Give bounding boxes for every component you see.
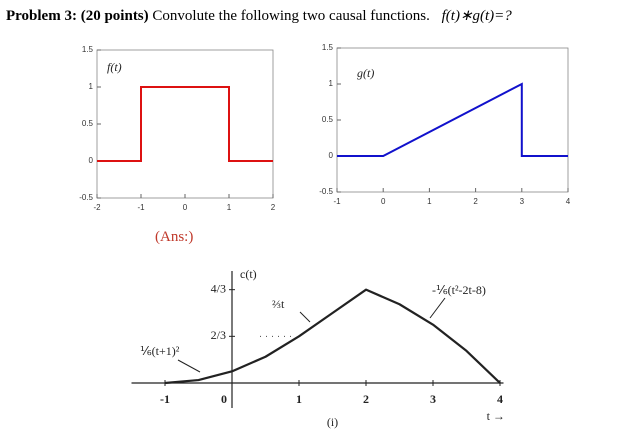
x-tick-label: 0 xyxy=(183,203,188,212)
x-tick-label: 1 xyxy=(427,197,432,206)
problem-points: (20 points) xyxy=(80,8,149,24)
y-tick-label: 1.5 xyxy=(82,45,94,54)
curve-annotation: ⅙(t+1)² xyxy=(140,344,180,358)
x-tick-label: -1 xyxy=(137,203,145,212)
x-tick-label: 1 xyxy=(227,203,232,212)
annotation-arrow xyxy=(429,297,446,319)
x-tick-label: -1 xyxy=(160,392,170,406)
y-tick-label: 1 xyxy=(329,79,334,88)
answer-label: (Ans:) xyxy=(155,229,194,245)
curve-annotation: -⅙(t²-2t-8) xyxy=(432,283,486,297)
problem-prompt: Convolute the following two causal funct… xyxy=(152,8,430,24)
y-tick-label: 0 xyxy=(329,151,334,160)
x-tick-label: -1 xyxy=(333,197,341,206)
y-tick-label: -0.5 xyxy=(319,187,333,196)
plot-frame xyxy=(96,49,274,199)
signal-label: f(t) xyxy=(107,60,122,74)
x-tick-label: 4 xyxy=(566,197,571,206)
problem-header: Problem 3: (20 points) Convolute the fol… xyxy=(6,6,512,25)
signal-line xyxy=(97,86,273,162)
x-tick-label: 0 xyxy=(221,392,227,406)
x-tick-label: 1 xyxy=(296,392,302,406)
y-tick-label: 4/3 xyxy=(211,281,226,295)
curve-annotation: ⅔t xyxy=(272,297,285,311)
convolution-curve xyxy=(164,288,501,385)
y-tick-label: 1 xyxy=(89,82,94,91)
x-tick-label: 0 xyxy=(381,197,386,206)
x-tick-label: 3 xyxy=(520,197,525,206)
x-tick-label: 3 xyxy=(430,392,436,406)
x-tick-label: 2 xyxy=(363,392,369,406)
y-tick-label: 0.5 xyxy=(82,119,94,128)
annotation-arrow xyxy=(299,311,311,323)
problem-formula: f(t)∗g(t)=? xyxy=(441,8,512,24)
y-tick-label: 1.5 xyxy=(322,43,334,52)
figure-caption: (i) xyxy=(327,415,338,429)
y-tick-label: 2/3 xyxy=(211,328,226,342)
y-tick-label: 0.5 xyxy=(322,115,334,124)
y-axis-label: c(t) xyxy=(240,267,257,281)
signal-line xyxy=(337,82,568,157)
problem-number: Problem 3: xyxy=(6,8,77,24)
x-tick-label: 2 xyxy=(271,203,276,212)
signal-label: g(t) xyxy=(357,66,374,80)
y-tick-label: 0 xyxy=(89,156,94,165)
y-tick-label: -0.5 xyxy=(79,193,93,202)
annotation-arrow xyxy=(177,359,201,373)
x-tick-label: 4 xyxy=(497,392,503,406)
x-tick-label: 2 xyxy=(473,197,478,206)
x-axis-label: t → xyxy=(487,409,505,423)
x-tick-label: -2 xyxy=(93,203,101,212)
